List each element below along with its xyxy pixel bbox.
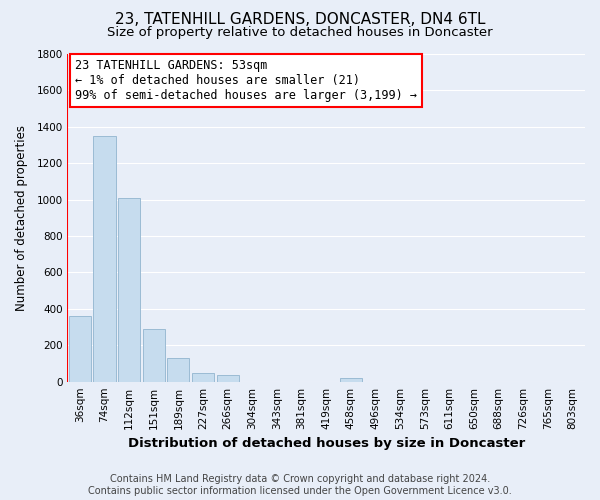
Bar (340, 378, 362, 382)
Text: Size of property relative to detached houses in Doncaster: Size of property relative to detached ho… (107, 26, 493, 39)
X-axis label: Distribution of detached houses by size in Doncaster: Distribution of detached houses by size … (128, 437, 525, 450)
Bar (217, 376, 239, 382)
Bar (192, 374, 214, 382)
Text: 23, TATENHILL GARDENS, DONCASTER, DN4 6TL: 23, TATENHILL GARDENS, DONCASTER, DN4 6T… (115, 12, 485, 28)
Y-axis label: Number of detached properties: Number of detached properties (15, 125, 28, 311)
Bar (94, 136, 116, 382)
Bar (143, 329, 165, 382)
Text: Contains HM Land Registry data © Crown copyright and database right 2024.
Contai: Contains HM Land Registry data © Crown c… (88, 474, 512, 496)
Bar (118, 198, 140, 382)
Bar (167, 358, 190, 382)
Text: 23 TATENHILL GARDENS: 53sqm
← 1% of detached houses are smaller (21)
99% of semi: 23 TATENHILL GARDENS: 53sqm ← 1% of deta… (75, 59, 417, 102)
Bar (68, 316, 91, 382)
